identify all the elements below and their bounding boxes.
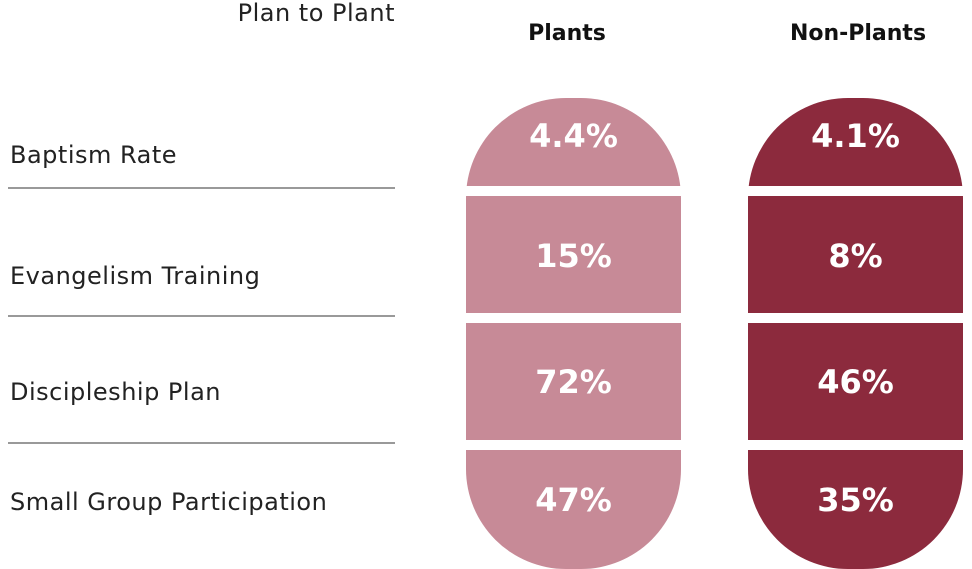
- title: Plan to Plant: [238, 0, 395, 27]
- row-label: Evangelism Training: [10, 262, 260, 290]
- column-header: Plants: [528, 21, 606, 46]
- cell: [748, 196, 963, 313]
- cell-value: 15%: [535, 237, 612, 275]
- cell: [466, 196, 681, 313]
- cell: [466, 323, 681, 440]
- cell: [748, 323, 963, 440]
- row-label: Small Group Participation: [10, 488, 327, 516]
- cell-value: 4.4%: [529, 117, 618, 155]
- cell-value: 4.1%: [811, 117, 900, 155]
- cell-value: 72%: [535, 363, 612, 401]
- column-header: Non-Plants: [790, 21, 926, 46]
- cell-value: 46%: [817, 363, 894, 401]
- cell-value: 8%: [828, 237, 882, 275]
- cell-value: 35%: [817, 481, 894, 519]
- row-label: Discipleship Plan: [10, 378, 221, 406]
- row-label: Baptism Rate: [10, 141, 177, 169]
- cell-value: 47%: [535, 481, 612, 519]
